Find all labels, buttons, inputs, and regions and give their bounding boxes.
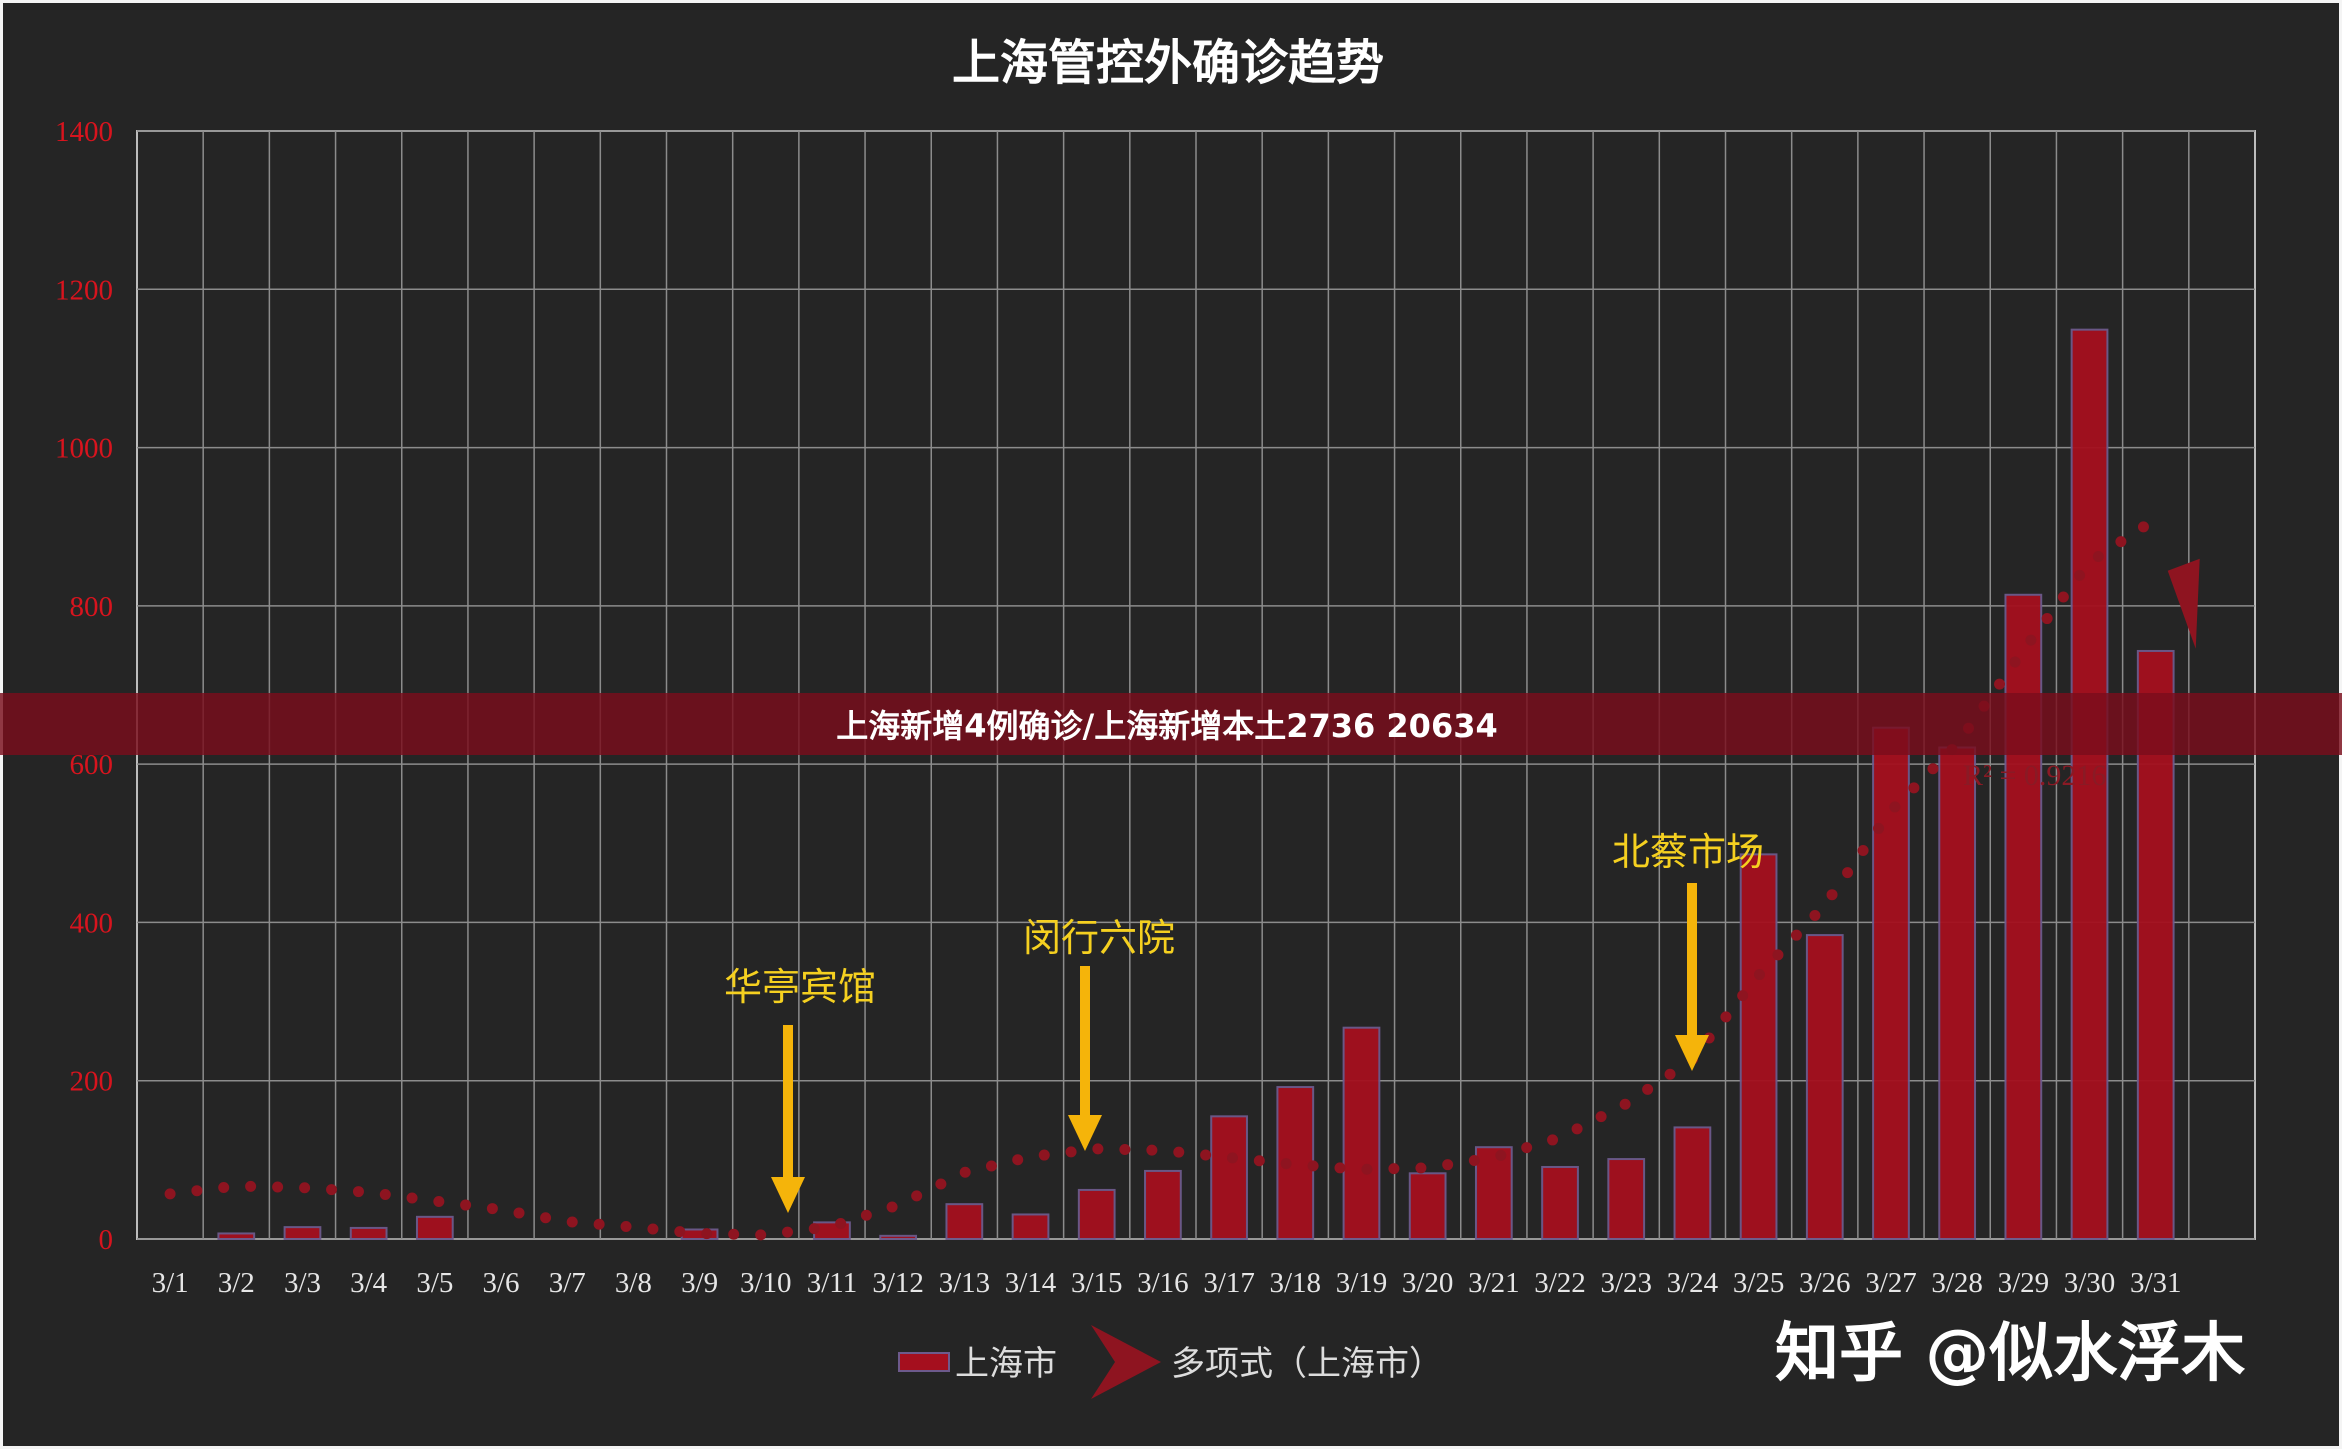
- x-tick-label: 3/26: [1799, 1267, 1851, 1299]
- annotation-arrow-head: [771, 1177, 805, 1213]
- x-tick-label: 3/20: [1402, 1267, 1454, 1299]
- x-tick-label: 3/19: [1336, 1267, 1388, 1299]
- annotation-label: 华亭宾馆: [724, 965, 876, 1009]
- annotation-label: 闵行六院: [1023, 916, 1175, 960]
- x-tick-label: 3/7: [549, 1267, 586, 1299]
- x-tick-label: 3/10: [740, 1267, 792, 1299]
- trend-layer: [164, 513, 2200, 1241]
- watermark: 知乎 @似水浮木: [1775, 1317, 2245, 1391]
- x-tick-label: 3/11: [807, 1267, 857, 1299]
- bar: [1077, 1188, 1116, 1240]
- bar: [1541, 1165, 1579, 1240]
- x-tick-label: 3/28: [1931, 1267, 1983, 1299]
- x-tick-label: 3/29: [1998, 1267, 2050, 1299]
- annotation-label: 北蔡市场: [1612, 830, 1764, 874]
- bar: [1342, 1026, 1381, 1241]
- x-tick-label: 3/31: [2130, 1267, 2182, 1299]
- x-tick-label: 3/9: [681, 1267, 718, 1299]
- bar: [1408, 1172, 1447, 1240]
- x-tick-label: 3/13: [939, 1267, 991, 1299]
- legend-label-bars: 上海市: [955, 1344, 1057, 1384]
- x-tick-label: 3/3: [284, 1267, 321, 1299]
- x-tick-label: 3/5: [416, 1267, 453, 1299]
- annotations-layer: 华亭宾馆 闵行六院 北蔡市场: [724, 830, 1764, 1213]
- annotation-arrow-head: [1068, 1115, 1102, 1151]
- bar: [217, 1232, 256, 1240]
- y-tick-label: 1000: [55, 433, 113, 465]
- y-tick-label: 200: [70, 1066, 114, 1098]
- bar: [1210, 1115, 1248, 1241]
- x-tick-label: 3/25: [1733, 1267, 1785, 1299]
- chart-title: 上海管控外确诊趋势: [952, 35, 1384, 91]
- legend-label-trend: 多项式（上海市）: [1171, 1344, 1443, 1384]
- x-tick-label: 3/22: [1534, 1267, 1586, 1299]
- bar: [349, 1226, 388, 1241]
- y-tick-label: 1400: [55, 116, 113, 148]
- x-tick-label: 3/30: [2064, 1267, 2116, 1299]
- grid-layer: [136, 130, 2256, 1240]
- x-tick-label: 3/17: [1203, 1267, 1255, 1299]
- x-tick-label: 3/4: [350, 1267, 388, 1299]
- x-tick-label: 3/6: [483, 1267, 520, 1299]
- x-tick-label: 3/1: [152, 1267, 189, 1299]
- x-tick-label: 3/24: [1667, 1267, 1719, 1299]
- bar: [283, 1226, 322, 1240]
- chart-legend: 上海市 多项式（上海市）: [898, 1325, 1443, 1399]
- x-tick-label: 3/12: [872, 1267, 924, 1299]
- y-tick-label: 800: [70, 591, 114, 623]
- x-tick-label: 3/18: [1270, 1267, 1322, 1299]
- x-tick-label: 3/15: [1071, 1267, 1123, 1299]
- x-tick-label: 3/21: [1468, 1267, 1520, 1299]
- bar: [879, 1234, 918, 1240]
- annotation-arrow-head: [1675, 1035, 1709, 1071]
- bar: [945, 1203, 984, 1240]
- bar: [1011, 1213, 1050, 1240]
- r-squared-label: R² = 0.9216: [1963, 759, 2106, 792]
- bar: [1144, 1169, 1182, 1240]
- legend-swatch-trend: [1091, 1325, 1161, 1399]
- legend-swatch-bars: [898, 1352, 950, 1372]
- y-tick-label: 400: [70, 907, 114, 939]
- x-tick-label: 3/2: [218, 1267, 255, 1299]
- bar: [2004, 593, 2043, 1240]
- bar: [1872, 726, 1910, 1240]
- y-tick-label: 0: [99, 1224, 114, 1256]
- x-tick-label: 3/8: [615, 1267, 652, 1299]
- bar: [2070, 328, 2109, 1240]
- x-tick-label: 3/23: [1600, 1267, 1652, 1299]
- bar: [1673, 1126, 1712, 1240]
- x-tick-label: 3/14: [1005, 1267, 1057, 1299]
- bar: [1938, 746, 1977, 1240]
- overlay-caption: 上海新增4例确诊/上海新增本土2736 20634: [836, 707, 1498, 745]
- bar: [415, 1215, 454, 1240]
- bar: [1739, 853, 1778, 1240]
- bar: [1474, 1146, 1513, 1241]
- x-tick-label: 3/16: [1137, 1267, 1189, 1299]
- trendline-arrowhead: [2167, 558, 2200, 649]
- bar: [1607, 1158, 1646, 1240]
- y-tick-label: 1200: [55, 274, 113, 306]
- x-tick-label: 3/27: [1865, 1267, 1917, 1299]
- bar: [1805, 934, 1844, 1240]
- overlay-banner: 上海新增4例确诊/上海新增本土2736 20634: [0, 693, 2342, 755]
